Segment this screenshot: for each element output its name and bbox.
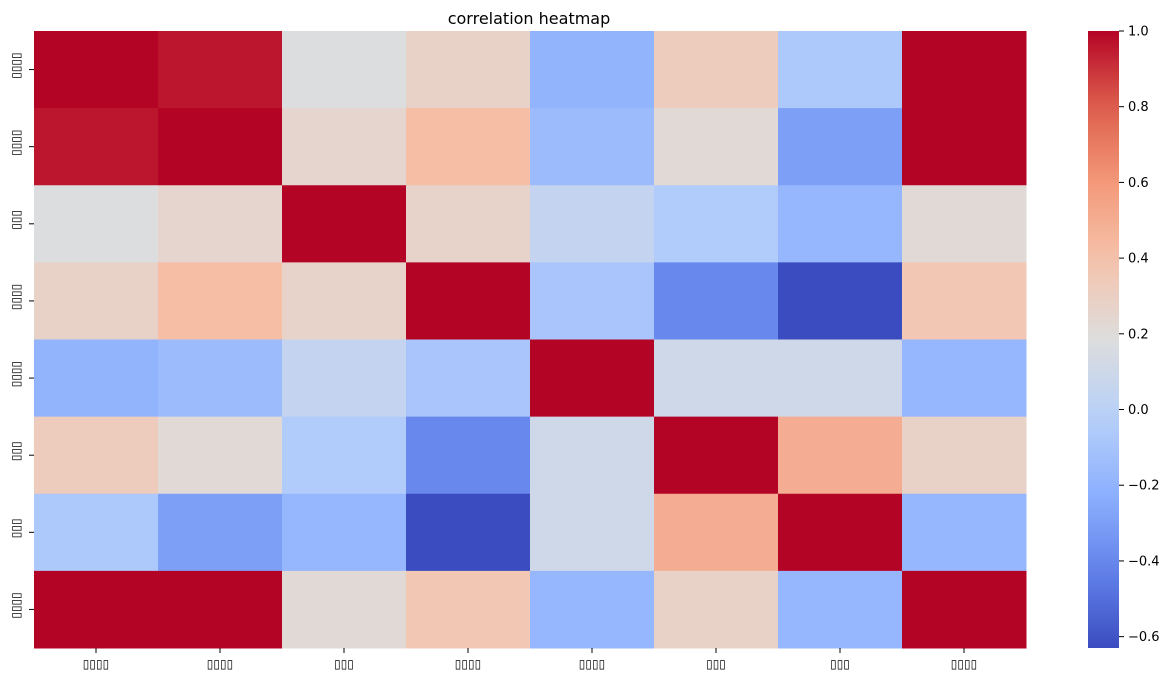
heatmap-cell — [902, 31, 1027, 109]
heatmap-cell — [158, 262, 283, 340]
heatmap-cell — [282, 262, 407, 340]
heatmap-cell — [282, 31, 407, 109]
heatmap-cell — [778, 31, 903, 109]
heatmap-cell — [406, 185, 531, 263]
colorbar: 1.0 0.8 0.6 0.4 0.2 0.0 −0.2 −0.4 −0.6 — [1088, 25, 1160, 648]
heatmap-cell — [530, 31, 655, 109]
colorbar-tick-label: 0.6 — [1128, 176, 1149, 191]
heatmap-cell — [406, 31, 531, 109]
heatmap-cell — [34, 339, 159, 418]
heatmap-cell — [902, 185, 1027, 263]
chart-title: correlation heatmap — [448, 9, 611, 28]
heatmap-cell — [406, 493, 531, 572]
col-label: ▯▯▯▯ — [579, 657, 605, 671]
colorbar-gradient — [1088, 31, 1119, 648]
col-label: ▯▯▯▯ — [455, 657, 481, 671]
heatmap-cell — [34, 416, 159, 495]
heatmap-cells — [34, 31, 1027, 649]
col-label: ▯▯▯ — [830, 657, 850, 671]
heatmap-cell — [902, 570, 1027, 649]
col-label: ▯▯▯▯ — [951, 657, 977, 671]
heatmap-cell — [158, 31, 283, 109]
heatmap-cell — [158, 185, 283, 263]
heatmap-cell — [282, 416, 407, 495]
row-labels: ▯▯▯▯▯▯▯▯▯▯▯▯▯▯▯▯▯▯▯▯▯▯▯▯▯▯▯▯▯ — [9, 52, 34, 619]
heatmap-cell — [778, 262, 903, 340]
row-label: ▯▯▯▯ — [9, 361, 23, 387]
heatmap-cell — [158, 416, 283, 495]
heatmap-cell — [530, 493, 655, 572]
heatmap-cell — [282, 185, 407, 263]
heatmap-cell — [902, 493, 1027, 572]
heatmap-cell — [902, 416, 1027, 495]
heatmap-cell — [158, 570, 283, 649]
heatmap-cell — [902, 339, 1027, 418]
heatmap-cell — [406, 570, 531, 649]
row-label: ▯▯▯▯ — [9, 52, 23, 78]
heatmap-cell — [654, 416, 779, 495]
heatmap-cell — [406, 416, 531, 495]
row-label: ▯▯▯▯ — [9, 284, 23, 310]
heatmap-cell — [282, 108, 407, 186]
heatmap-cell — [654, 31, 779, 109]
heatmap-cell — [34, 185, 159, 263]
heatmap-cell — [34, 108, 159, 186]
heatmap-cell — [282, 339, 407, 418]
heatmap-cell — [654, 108, 779, 186]
heatmap-cell — [282, 570, 407, 649]
colorbar-tick-label: 0.8 — [1128, 100, 1149, 115]
heatmap-cell — [406, 262, 531, 340]
colorbar-tick-label: 1.0 — [1128, 25, 1149, 40]
heatmap-cell — [34, 31, 159, 109]
heatmap-cell — [902, 262, 1027, 340]
colorbar-tick-label: −0.2 — [1128, 479, 1160, 494]
heatmap-cell — [34, 493, 159, 572]
heatmap-cell — [406, 339, 531, 418]
heatmap-cell — [530, 570, 655, 649]
heatmap-cell — [158, 108, 283, 186]
heatmap-cell — [406, 108, 531, 186]
heatmap-cell — [654, 339, 779, 418]
colorbar-tick-label: −0.4 — [1128, 554, 1160, 569]
heatmap-cell — [530, 108, 655, 186]
colorbar-tick-label: 0.2 — [1128, 327, 1149, 342]
row-label: ▯▯▯ — [9, 441, 23, 461]
heatmap-cell — [654, 185, 779, 263]
heatmap-cell — [158, 493, 283, 572]
heatmap-cell — [654, 262, 779, 340]
heatmap-cell — [530, 185, 655, 263]
heatmap-cell — [158, 339, 283, 418]
col-label: ▯▯▯▯ — [83, 657, 109, 671]
heatmap-cell — [654, 570, 779, 649]
heatmap-cell — [778, 339, 903, 418]
col-label: ▯▯▯▯ — [207, 657, 233, 671]
row-label: ▯▯▯▯ — [9, 129, 23, 155]
heatmap-cell — [778, 108, 903, 186]
heatmap-cell — [282, 493, 407, 572]
heatmap-cell — [530, 339, 655, 418]
heatmap-cell — [654, 493, 779, 572]
heatmap-cell — [530, 262, 655, 340]
col-label: ▯▯▯ — [706, 657, 726, 671]
heatmap-cell — [778, 493, 903, 572]
heatmap-cell — [778, 570, 903, 649]
colorbar-tick-label: −0.6 — [1128, 630, 1160, 645]
heatmap-cell — [778, 185, 903, 263]
colorbar-tick-label: 0.0 — [1128, 403, 1149, 418]
col-labels: ▯▯▯▯ ▯▯▯▯ ▯▯▯ ▯▯▯▯ ▯▯▯▯ ▯▯▯ ▯▯▯ ▯▯▯▯ — [83, 648, 977, 671]
heatmap-cell — [34, 570, 159, 649]
row-label: ▯▯▯ — [9, 210, 23, 230]
heatmap-cell — [530, 416, 655, 495]
heatmap-cell — [902, 108, 1027, 186]
row-label: ▯▯▯ — [9, 518, 23, 538]
colorbar-tick-label: 0.4 — [1128, 252, 1149, 267]
heatmap-cell — [778, 416, 903, 495]
heatmap-cell — [34, 262, 159, 340]
col-label: ▯▯▯ — [334, 657, 354, 671]
row-label: ▯▯▯▯ — [9, 592, 23, 618]
